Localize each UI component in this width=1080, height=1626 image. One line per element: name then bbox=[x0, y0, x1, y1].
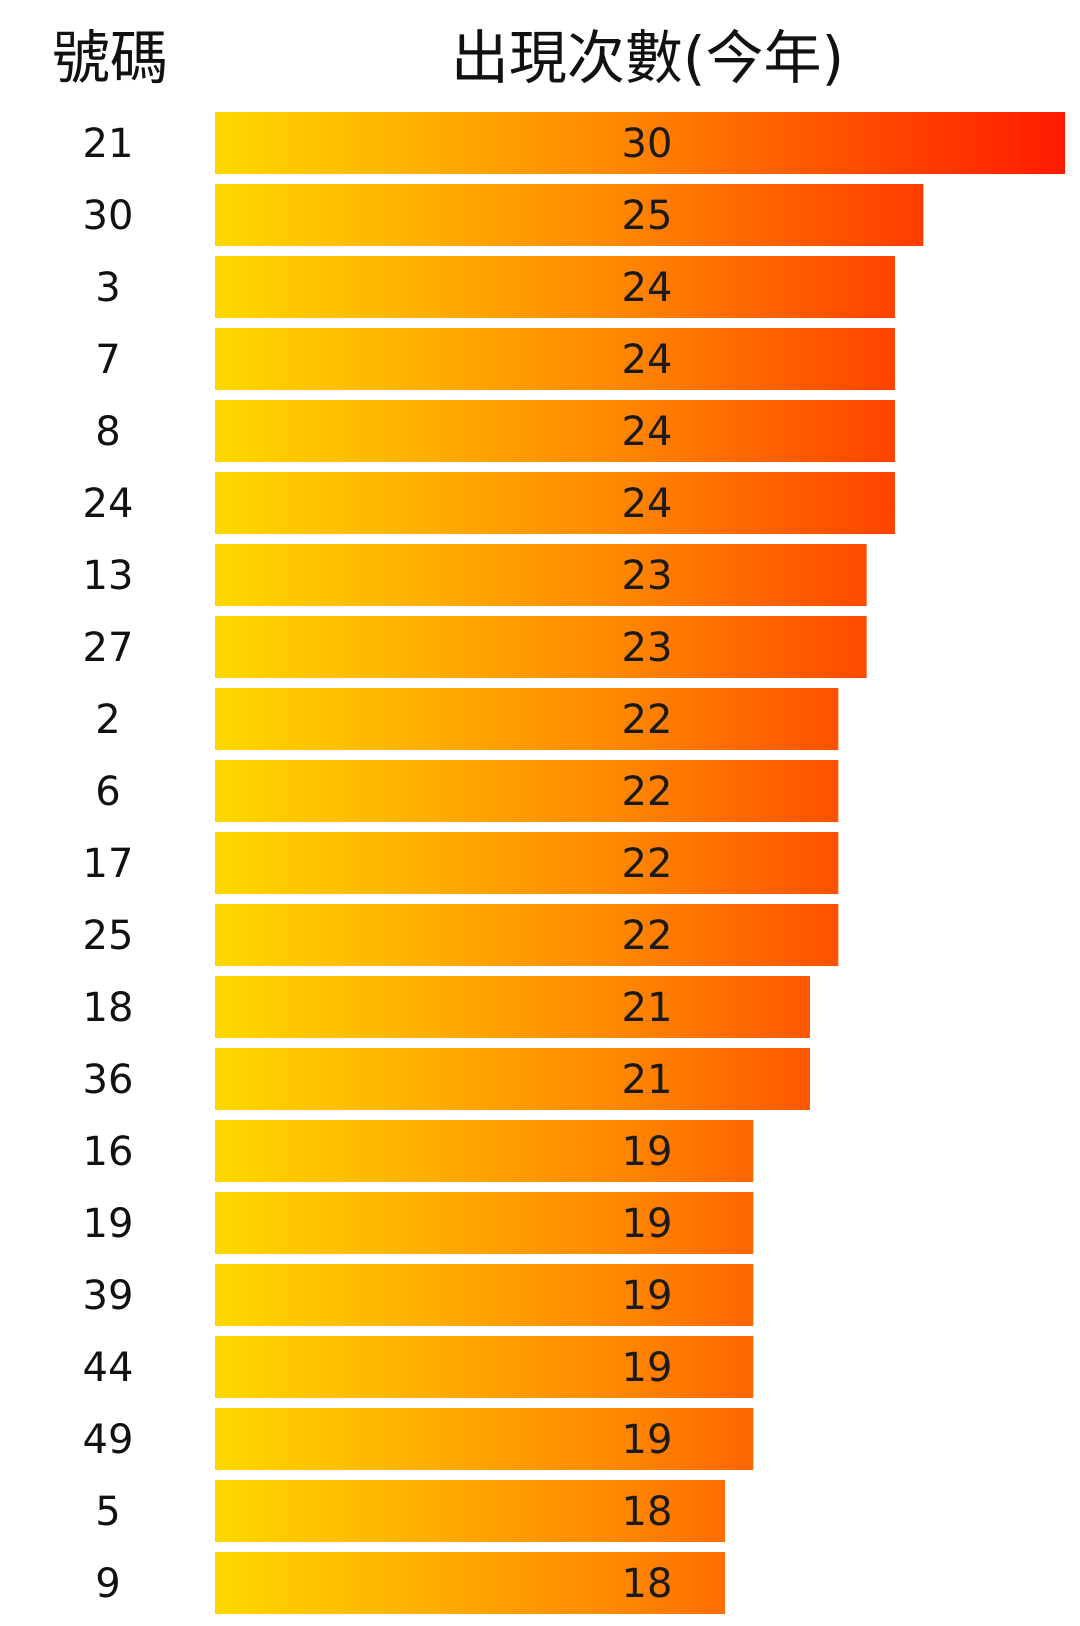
number-label: 21 bbox=[83, 121, 134, 167]
value-label: 22 bbox=[622, 913, 673, 959]
value-label: 18 bbox=[622, 1489, 673, 1535]
bar bbox=[215, 544, 867, 606]
column-header-count: 出現次數(今年) bbox=[450, 24, 845, 92]
value-label: 23 bbox=[622, 625, 673, 671]
bar-row-24: 24 24 bbox=[83, 472, 895, 534]
value-label: 24 bbox=[622, 409, 673, 455]
bar bbox=[215, 1048, 810, 1110]
bar bbox=[215, 184, 924, 246]
bar-row-44: 44 19 bbox=[83, 1336, 754, 1398]
number-label: 2 bbox=[95, 697, 120, 743]
value-label: 19 bbox=[622, 1129, 673, 1175]
number-label: 30 bbox=[83, 193, 134, 239]
bar-row-25: 25 22 bbox=[83, 904, 839, 966]
number-label: 18 bbox=[83, 985, 134, 1031]
number-label: 16 bbox=[83, 1129, 134, 1175]
column-header-number: 號碼 bbox=[51, 24, 168, 92]
bar-row-3: 3 24 bbox=[95, 256, 895, 318]
value-label: 22 bbox=[622, 697, 673, 743]
number-label: 6 bbox=[95, 769, 120, 815]
number-label: 36 bbox=[83, 1057, 134, 1103]
bar bbox=[215, 472, 895, 534]
bar-row-9: 9 18 bbox=[95, 1552, 725, 1614]
bar bbox=[215, 1264, 754, 1326]
bar bbox=[215, 616, 867, 678]
bar bbox=[215, 1192, 754, 1254]
bar bbox=[215, 1552, 725, 1614]
bar bbox=[215, 1480, 725, 1542]
bar bbox=[215, 688, 839, 750]
bar bbox=[215, 328, 895, 390]
bar bbox=[215, 904, 839, 966]
number-label: 24 bbox=[83, 481, 134, 527]
bar-row-19: 19 19 bbox=[83, 1192, 754, 1254]
bar bbox=[215, 400, 895, 462]
value-label: 21 bbox=[622, 1057, 673, 1103]
value-label: 21 bbox=[622, 985, 673, 1031]
value-label: 18 bbox=[622, 1561, 673, 1607]
bar-row-2: 2 22 bbox=[95, 688, 839, 750]
bar bbox=[215, 760, 839, 822]
bar bbox=[215, 112, 1065, 174]
bar-row-21: 21 30 bbox=[83, 112, 1065, 174]
number-label: 19 bbox=[83, 1201, 134, 1247]
number-label: 5 bbox=[95, 1489, 120, 1535]
bar-row-18: 18 21 bbox=[83, 976, 810, 1038]
value-label: 19 bbox=[622, 1273, 673, 1319]
bar-row-13: 13 23 bbox=[83, 544, 867, 606]
bar bbox=[215, 832, 839, 894]
bar bbox=[215, 1408, 754, 1470]
number-label: 7 bbox=[95, 337, 120, 383]
bar bbox=[215, 1336, 754, 1398]
value-label: 23 bbox=[622, 553, 673, 599]
number-label: 39 bbox=[83, 1273, 134, 1319]
bar-row-39: 39 19 bbox=[83, 1264, 754, 1326]
value-label: 19 bbox=[622, 1201, 673, 1247]
bar-row-8: 8 24 bbox=[95, 400, 895, 462]
bar-row-30: 30 25 bbox=[83, 184, 924, 246]
number-label: 17 bbox=[83, 841, 134, 887]
bar-row-5: 5 18 bbox=[95, 1480, 725, 1542]
bar-row-49: 49 19 bbox=[83, 1408, 754, 1470]
number-label: 49 bbox=[83, 1417, 134, 1463]
bar bbox=[215, 976, 810, 1038]
bar bbox=[215, 256, 895, 318]
bar-row-16: 16 19 bbox=[83, 1120, 754, 1182]
bar-row-17: 17 22 bbox=[83, 832, 839, 894]
value-label: 22 bbox=[622, 769, 673, 815]
bar-row-27: 27 23 bbox=[83, 616, 867, 678]
number-label: 8 bbox=[95, 409, 120, 455]
value-label: 22 bbox=[622, 841, 673, 887]
value-label: 19 bbox=[622, 1417, 673, 1463]
number-label: 9 bbox=[95, 1561, 120, 1607]
number-label: 25 bbox=[83, 913, 134, 959]
bar-row-7: 7 24 bbox=[95, 328, 895, 390]
number-label: 27 bbox=[83, 625, 134, 671]
value-label: 24 bbox=[622, 337, 673, 383]
number-label: 3 bbox=[95, 265, 120, 311]
value-label: 24 bbox=[622, 265, 673, 311]
value-label: 25 bbox=[622, 193, 673, 239]
number-label: 44 bbox=[83, 1345, 134, 1391]
value-label: 19 bbox=[622, 1345, 673, 1391]
bar bbox=[215, 1120, 754, 1182]
value-label: 30 bbox=[622, 121, 673, 167]
value-label: 24 bbox=[622, 481, 673, 527]
number-label: 13 bbox=[83, 553, 134, 599]
bar-row-36: 36 21 bbox=[83, 1048, 810, 1110]
bar-row-6: 6 22 bbox=[95, 760, 839, 822]
